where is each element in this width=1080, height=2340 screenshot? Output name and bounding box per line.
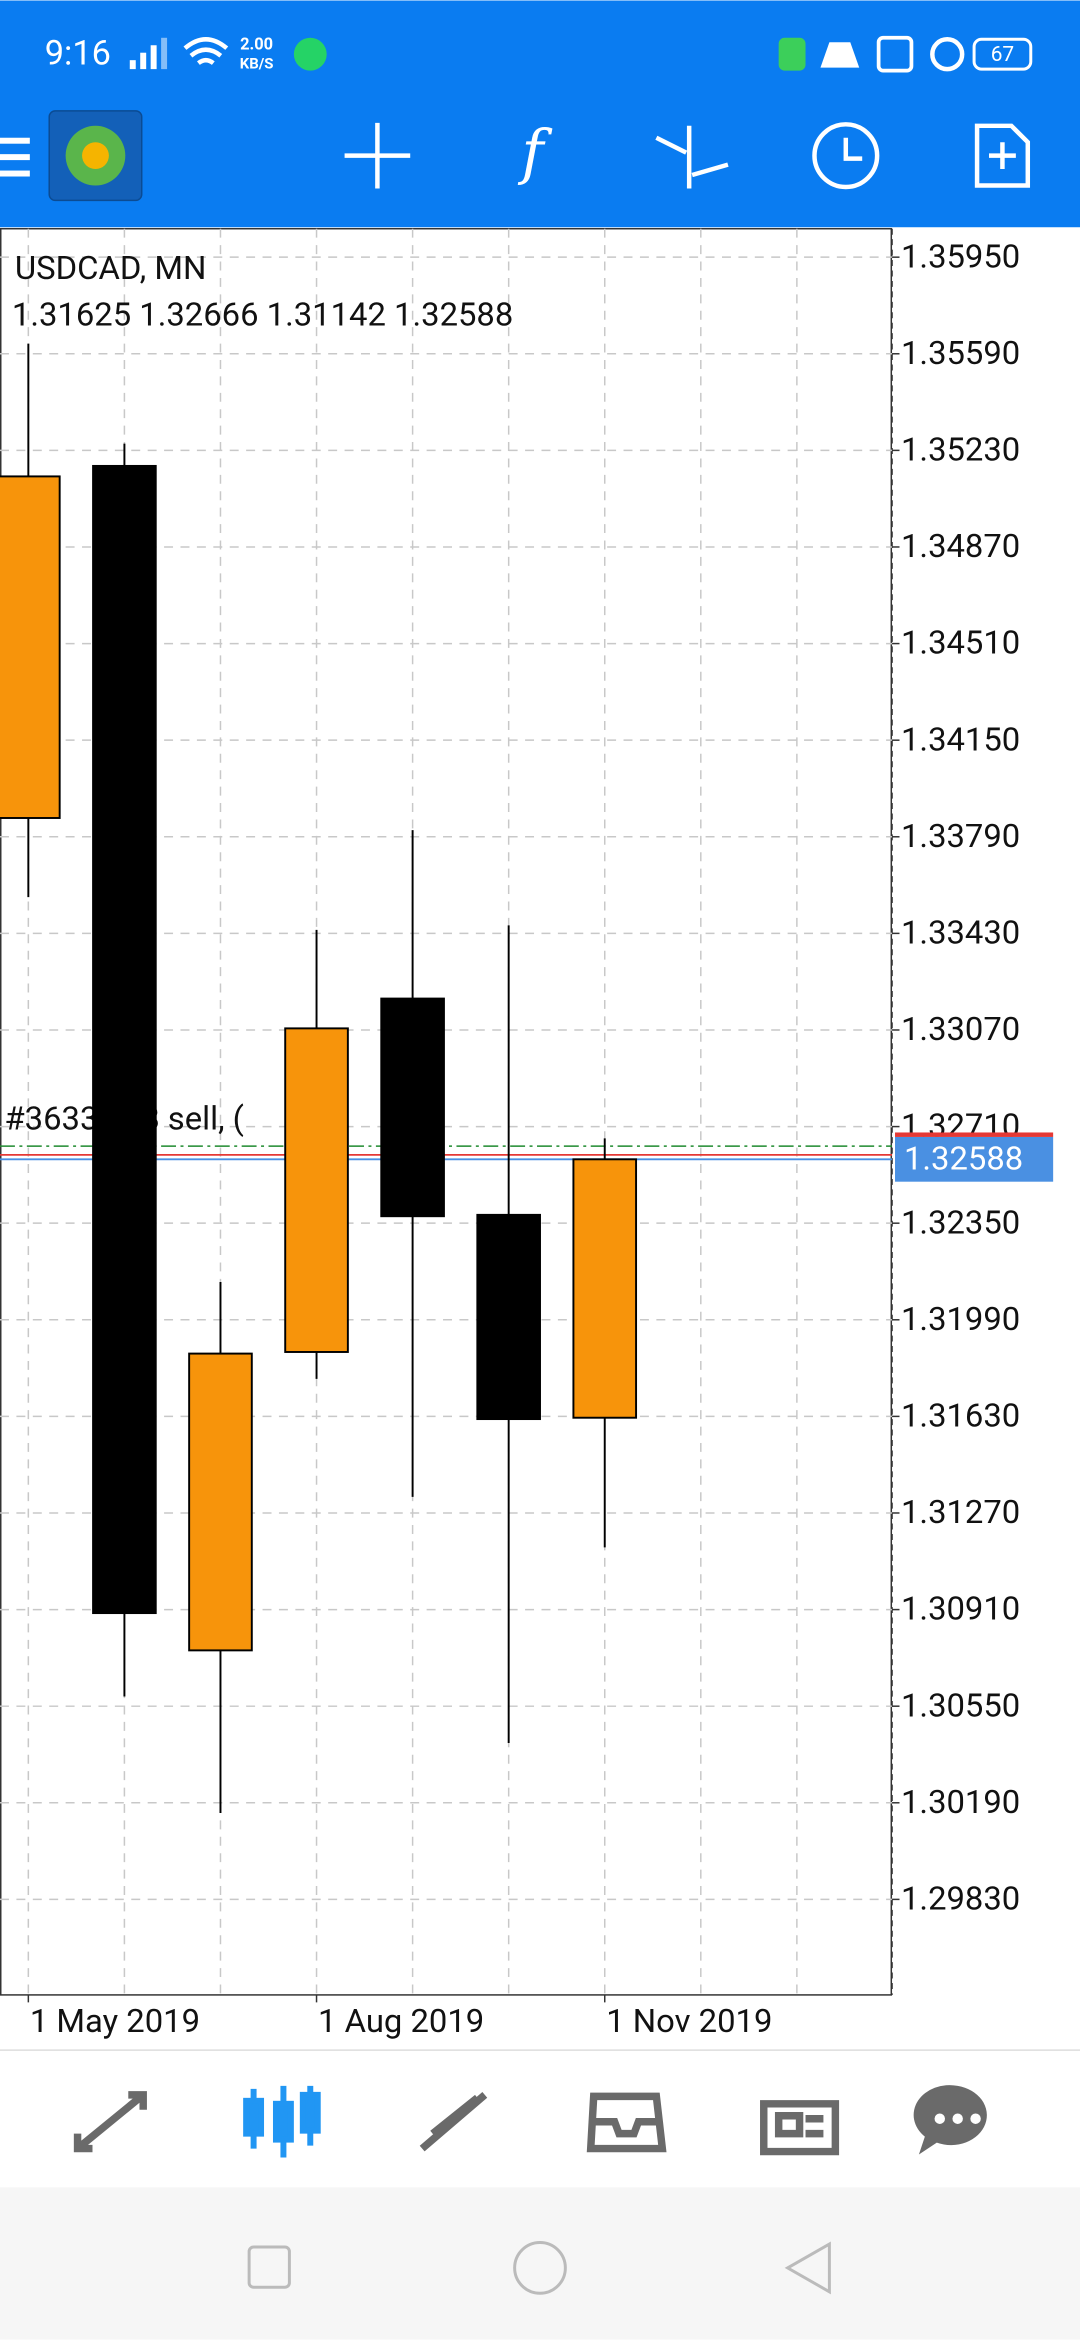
system-nav — [0, 2187, 1080, 2340]
y-tick-label: 1.30910 — [901, 1591, 1020, 1629]
x-tick-label: 1 Aug 2019 — [318, 2003, 484, 2041]
candle-body — [380, 997, 445, 1218]
menu-button[interactable] — [0, 137, 30, 177]
net-speed: 2.00 — [240, 36, 273, 55]
wifi-icon — [183, 37, 229, 65]
recents-button[interactable] — [247, 2245, 291, 2289]
candle-body — [0, 475, 61, 819]
x-tick-label: 1 May 2019 — [30, 2003, 200, 2041]
chart-title: USDCAD, MN — [15, 250, 207, 288]
price-label-box — [895, 1136, 1054, 1182]
app-logo-core — [82, 142, 109, 170]
candle-body — [284, 1027, 349, 1353]
chart: 1.35950 1.35590 1.35230 1.34870 1.34510 1.341… — [0, 228, 1054, 2041]
crosshair-button[interactable] — [344, 122, 411, 189]
ohlc-text: 1.31625 1.32666 1.31142 1.32588 — [12, 296, 513, 334]
y-tick-label: 1.35950 — [901, 238, 1020, 276]
ask-marker — [895, 1132, 1054, 1137]
x-tick-label: 1 Nov 2019 — [606, 2003, 772, 2041]
y-tick-label: 1.35230 — [901, 432, 1020, 470]
price-label: 1.32588 — [904, 1140, 1023, 1178]
net-speed-unit: KB/S — [240, 55, 274, 73]
alarm-icon — [930, 37, 965, 72]
clock-hands — [843, 137, 863, 161]
y-tick-label: 1.33430 — [901, 915, 1020, 953]
signal-icon — [129, 37, 168, 70]
candle-body — [92, 464, 157, 1615]
candle-body — [572, 1158, 638, 1419]
y-tick-label: 1.30550 — [901, 1687, 1020, 1725]
whatsapp-icon — [293, 37, 327, 71]
y-tick-label: 1.32350 — [901, 1204, 1020, 1242]
chat-tab[interactable] — [913, 2085, 987, 2155]
chart-tab[interactable] — [243, 2085, 321, 2158]
status-time: 9:16 — [45, 34, 111, 74]
app-header — [0, 0, 1080, 228]
battery-level: 67 — [991, 43, 1014, 67]
candle-body — [476, 1213, 541, 1421]
game-icon — [820, 42, 860, 68]
y-tick-label: 1.34150 — [901, 721, 1020, 759]
y-tick-label: 1.31630 — [901, 1398, 1020, 1436]
y-tick-label: 1.31270 — [901, 1494, 1020, 1532]
y-tick-label: 1.34870 — [901, 528, 1020, 566]
history-tab[interactable] — [586, 2092, 667, 2153]
y-tick-label: 1.31990 — [901, 1301, 1020, 1339]
new-order-button[interactable] — [974, 123, 1031, 188]
vibrate-icon — [876, 35, 914, 73]
period-button[interactable] — [812, 122, 880, 190]
home-button[interactable] — [513, 2241, 567, 2295]
back-button[interactable] — [784, 2241, 831, 2295]
candle-body — [188, 1352, 253, 1652]
quotes-tab[interactable] — [73, 2091, 147, 2153]
y-tick-label: 1.33790 — [901, 818, 1020, 856]
shield-icon — [778, 37, 806, 71]
trade-tab[interactable] — [419, 2092, 488, 2152]
y-tick-label: 1.35590 — [901, 335, 1020, 373]
y-tick-label: 1.34510 — [901, 625, 1020, 663]
bottom-nav — [0, 2050, 1080, 2188]
y-tick-label: 1.30190 — [901, 1784, 1020, 1822]
y-tick-label: 1.33070 — [901, 1011, 1020, 1049]
trade-button[interactable] — [655, 125, 729, 189]
y-tick-label: 1.29830 — [901, 1881, 1020, 1919]
battery-icon — [972, 37, 1033, 71]
news-tab[interactable] — [760, 2100, 840, 2156]
